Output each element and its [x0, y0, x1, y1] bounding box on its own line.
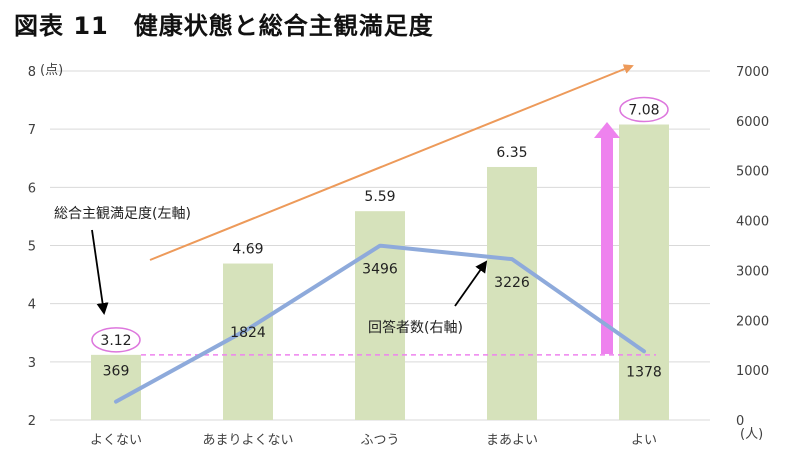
left-tick-label: 5 — [28, 240, 36, 255]
line-value-labels: 369 1824 3496 3226 1378 — [103, 245, 662, 402]
bar-value-label: 7.08 — [628, 103, 659, 119]
page-title: 図表 11 健康状態と総合主観満足度 — [14, 12, 434, 40]
left-tick-label: 6 — [28, 181, 36, 196]
category-label: ふつう — [360, 433, 399, 448]
bar-annotation-arrow — [91, 229, 109, 315]
line-value-label: 1824 — [230, 325, 266, 341]
bar — [619, 124, 669, 420]
bar-value-label: 3.12 — [100, 333, 131, 349]
category-label: よい — [631, 433, 657, 448]
bar-series-annotation: 総合主観満足度(左軸) — [54, 205, 191, 222]
bar — [487, 166, 537, 420]
right-tick-label: 6000 — [736, 115, 769, 130]
category-labels: よくない あまりよくない ふつう まあよい よい — [90, 433, 657, 448]
bar — [91, 354, 141, 420]
left-tick-label: 2 — [28, 414, 36, 429]
left-tick-label: 3 — [28, 356, 36, 371]
right-tick-label: 5000 — [736, 165, 769, 180]
category-label: あまりよくない — [202, 433, 293, 448]
up-arrow — [594, 122, 620, 354]
line-value-label: 1378 — [626, 364, 662, 380]
bar-value-label: 5.59 — [364, 189, 395, 205]
line-value-label: 3226 — [494, 275, 530, 291]
right-tick-label: 4000 — [736, 215, 769, 230]
category-label: よくない — [90, 433, 142, 448]
left-tick-label: 7 — [28, 123, 36, 138]
right-tick-label: 7000 — [736, 65, 769, 80]
right-tick-label: 3000 — [736, 264, 769, 279]
category-label: まあよい — [486, 433, 538, 448]
left-tick-label: 4 — [28, 298, 36, 313]
line-value-label: 3496 — [362, 262, 398, 278]
value-highlight-circle — [91, 327, 141, 353]
line-series-annotation: 回答者数(右軸) — [368, 319, 463, 336]
value-highlight-circle — [619, 96, 669, 123]
left-axis-unit: (点) — [40, 63, 63, 78]
right-axis-unit: (人) — [740, 427, 763, 442]
bar-value-label: 6.35 — [496, 145, 527, 161]
bar-value-label: 4.69 — [232, 242, 263, 258]
trend-arrow — [149, 64, 634, 261]
bar-value-labels: 3.12 4.69 5.59 6.35 7.08 — [91, 96, 669, 353]
left-axis-ticks: 2 3 4 5 6 7 8 — [28, 65, 36, 429]
right-tick-label: 2000 — [736, 314, 769, 329]
bar — [355, 211, 405, 420]
right-tick-label: 1000 — [736, 364, 769, 379]
right-tick-label: 0 — [736, 414, 744, 429]
right-axis-ticks: 0 1000 2000 3000 4000 5000 6000 7000 — [736, 65, 769, 429]
line-value-label: 369 — [103, 364, 130, 380]
left-tick-label: 8 — [28, 65, 36, 80]
bar — [223, 263, 273, 420]
bar-series — [91, 124, 669, 420]
line-annotation-arrow — [454, 260, 488, 307]
